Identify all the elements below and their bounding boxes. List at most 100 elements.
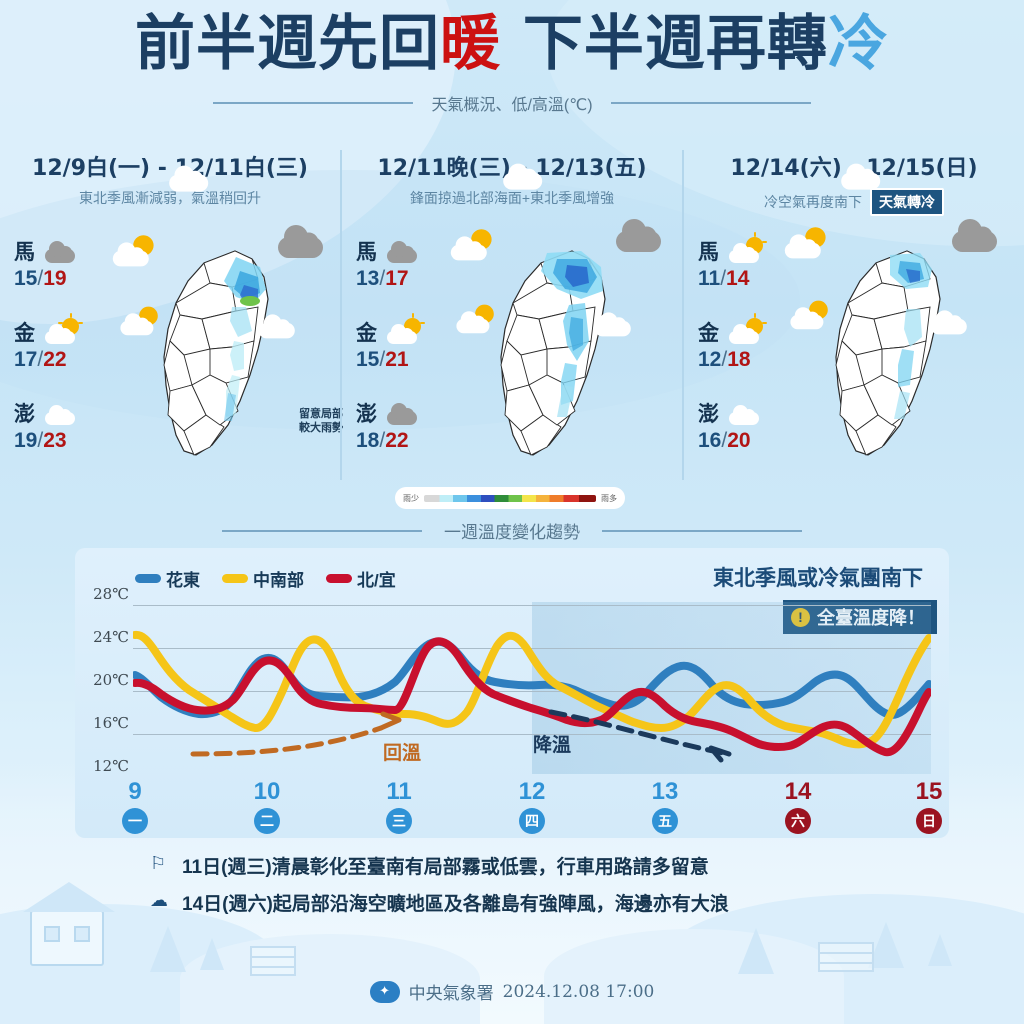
chart-trend-arrows — [190, 709, 732, 763]
legend-label: 中南部 — [253, 571, 304, 590]
rain-cloud-icon — [610, 213, 670, 255]
chart-y-axis: 12℃ 16℃ 20℃ 24℃ 28℃ — [77, 585, 129, 784]
island-temp-row: 澎 19/23 — [14, 398, 124, 453]
taiwan-map-2 — [500, 250, 606, 456]
cwa-logo-icon: ✦ — [369, 980, 400, 1003]
island-temp-row: 金 15/21 — [356, 313, 466, 372]
y-tick-label: 20℃ — [93, 671, 129, 689]
subtitle-bar: 天氣概況、低/高溫(℃) — [0, 91, 1024, 115]
x-tick-day-9: 9 一 — [110, 780, 160, 834]
cooling-trend-arrow — [548, 709, 732, 757]
x-tick-day-14: 14 六 — [773, 780, 823, 834]
sun-cloud-icon — [446, 229, 494, 263]
chart-plot-area: 12℃ 16℃ 20℃ 24℃ 28℃ 回溫 降溫 — [93, 585, 931, 775]
island-name: 金 — [356, 322, 377, 345]
x-day-number: 13 — [651, 778, 679, 805]
legend-swatch — [222, 574, 248, 583]
panel-3-desc-text: 冷空氣再度南下 — [764, 194, 862, 210]
sun-cloud-icon — [452, 304, 496, 336]
fence-illustration — [818, 942, 874, 972]
chart-header-text: 東北季風或冷氣團南下 — [713, 567, 923, 590]
island-temperature: 18/22 — [356, 429, 409, 452]
rain-cloud-icon — [946, 213, 1006, 255]
cloud-icon — [383, 237, 423, 265]
legend-label: 北/宜 — [357, 571, 396, 590]
rain-legend-more: 雨多 — [601, 493, 617, 503]
island-name: 金 — [698, 322, 719, 345]
low-temp: 19 — [14, 429, 38, 452]
advisory-notes: ⚐ 11日(週三)清晨彰化至臺南有局部霧或低雲，行車用路請多留意 ☁ 14日(週… — [150, 852, 940, 926]
title-part-2: 下半週再轉 — [501, 9, 828, 79]
high-temp: 20 — [727, 429, 751, 452]
sun-cloud-icon — [725, 232, 767, 265]
cloud-icon — [926, 303, 974, 337]
x-day-number: 9 — [128, 778, 142, 805]
x-day-number: 14 — [784, 778, 812, 805]
temperature-trend-chart: 花東 中南部 北/宜 東北季風或冷氣團南下 ! 全臺溫度降！ 12℃ 16℃ 2… — [75, 548, 949, 838]
high-temp: 23 — [43, 429, 67, 452]
cold-weather-tag: 天氣轉冷 — [870, 188, 944, 216]
x-day-weekday: 三 — [386, 808, 412, 834]
x-tick-day-11: 11 三 — [374, 780, 424, 834]
x-tick-day-13: 13 五 — [640, 780, 690, 834]
advisory-note-2-text: 14日(週六)起局部沿海空曠地區及各離島有強陣風，海邊亦有大浪 — [182, 894, 729, 915]
forecast-panel-3: 12/14(六) - 12/15(日) 冷空氣再度南下 天氣轉冷 馬 11/14 — [682, 150, 1024, 480]
page-footer: ✦ 中央氣象署 2024.12.08 17:00 — [0, 979, 1024, 1004]
tree-illustration — [150, 926, 186, 972]
panel-1-header: 12/9白(一) - 12/11白(三) 東北季風漸減弱，氣溫稍回升 — [0, 150, 340, 208]
island-temperature: 17/22 — [14, 348, 67, 371]
warming-label: 回溫 — [383, 743, 422, 764]
cloud-icon — [164, 158, 216, 194]
island-temperature: 15/21 — [356, 348, 409, 371]
island-temperature: 19/23 — [14, 429, 67, 452]
snow-hill — [180, 934, 480, 1024]
x-day-weekday: 六 — [785, 808, 811, 834]
house-illustration — [23, 882, 115, 966]
snow-hill — [544, 929, 844, 1024]
high-temp: 22 — [43, 348, 67, 371]
footer-agency: 中央氣象署 — [408, 984, 494, 1004]
island-name: 金 — [14, 322, 35, 345]
advisory-note-1: ⚐ 11日(週三)清晨彰化至臺南有局部霧或低雲，行車用路請多留意 — [150, 852, 940, 879]
rain-legend-less: 雨少 — [403, 493, 419, 503]
island-temp-row: 澎 18/22 — [356, 398, 466, 453]
title-part-1: 前半週先回 — [135, 9, 441, 79]
chart-section-label: 一週溫度變化趨勢 — [444, 523, 580, 542]
x-day-weekday: 四 — [519, 808, 545, 834]
island-temperature: 11/14 — [698, 267, 750, 290]
low-temp: 15 — [356, 348, 380, 371]
island-name: 澎 — [14, 403, 35, 426]
gridline-16 — [133, 734, 931, 735]
island-name: 馬 — [356, 241, 377, 264]
forecast-panels: 12/9白(一) - 12/11白(三) 東北季風漸減弱，氣溫稍回升 馬 15/… — [0, 150, 1024, 480]
gridline-28 — [133, 605, 931, 606]
low-temp: 18 — [356, 429, 380, 452]
panel-1-island-temps: 馬 15/19 金 1 — [14, 236, 124, 479]
island-temperature: 15/19 — [14, 267, 67, 290]
high-temp: 14 — [726, 267, 750, 290]
cloud-icon — [725, 399, 765, 427]
tree-illustration — [738, 928, 774, 974]
sun-cloud-icon — [383, 313, 425, 346]
low-temp: 12 — [698, 348, 722, 371]
panel-1-annotation: 留意局部 較大雨勢 — [299, 408, 343, 434]
divider-left — [222, 529, 422, 532]
title-highlight-warm: 暖 — [440, 9, 502, 79]
divider-left — [213, 102, 414, 104]
x-day-number: 15 — [915, 778, 943, 805]
cloud-icon — [836, 156, 888, 192]
x-day-weekday: 日 — [916, 808, 942, 834]
high-temp: 17 — [385, 267, 409, 290]
sun-cloud-icon — [116, 306, 160, 338]
x-day-number: 10 — [253, 778, 281, 805]
island-temperature: 13/17 — [356, 267, 409, 290]
sun-cloud-icon — [108, 235, 156, 269]
sun-cloud-icon — [780, 227, 828, 261]
island-temp-row: 金 12/18 — [698, 313, 808, 372]
x-day-number: 12 — [518, 778, 546, 805]
sun-cloud-icon — [786, 300, 830, 332]
panel-3-description: 冷空氣再度南下 天氣轉冷 — [684, 188, 1024, 216]
x-tick-day-15: 15 日 — [904, 780, 954, 834]
island-name: 澎 — [698, 403, 719, 426]
low-temp: 16 — [698, 429, 722, 452]
